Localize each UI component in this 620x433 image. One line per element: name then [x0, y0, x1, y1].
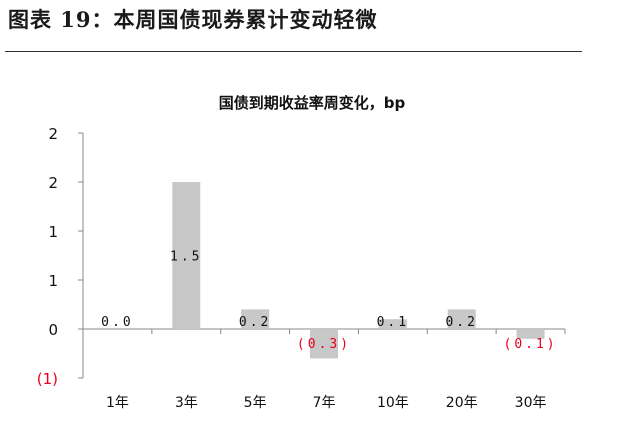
bar — [447, 309, 476, 329]
y-axis-ticks: 2 2 1 1 0 (1) — [37, 125, 83, 388]
x-tick-label: 30年 — [515, 395, 547, 411]
data-label: (0.3) — [297, 337, 351, 352]
data-label: 0.0 — [101, 315, 133, 330]
y-tick-label: 1 — [48, 223, 58, 241]
title-divider — [5, 51, 582, 52]
bar — [516, 329, 545, 339]
y-tick-label: 0 — [48, 321, 58, 339]
x-tick-label: 1年 — [106, 395, 129, 411]
data-label: 0.1 — [377, 315, 409, 330]
data-label: (0.1) — [504, 337, 558, 352]
data-label: 1.5 — [170, 250, 202, 265]
data-label: 0.2 — [445, 315, 477, 330]
y-tick-label: 2 — [48, 174, 58, 192]
bar — [172, 182, 201, 329]
x-tick-label: 5年 — [244, 395, 267, 411]
y-tick-label: 1 — [48, 272, 58, 290]
data-label: 0.2 — [239, 315, 271, 330]
chart-title: 国债到期收益率周变化，bp — [219, 94, 406, 112]
x-tick-label: 10年 — [377, 395, 409, 411]
x-tick-label: 3年 — [175, 395, 198, 411]
x-axis-ticks: 1年 3年 5年 7年 10年 20年 30年 — [106, 329, 566, 411]
bar — [378, 319, 407, 329]
bar — [241, 309, 270, 329]
page-title: 图表 19：本周国债现券累计变动轻微 — [8, 7, 378, 32]
bar-series — [103, 182, 545, 359]
y-tick-label: 2 — [48, 125, 58, 143]
data-labels: 0.0 1.5 0.2 (0.3) 0.1 0.2 (0.1) — [101, 250, 558, 353]
y-tick-label: (1) — [37, 370, 58, 388]
x-tick-label: 7年 — [313, 395, 336, 411]
bar — [310, 329, 338, 359]
x-tick-label: 20年 — [446, 395, 478, 411]
